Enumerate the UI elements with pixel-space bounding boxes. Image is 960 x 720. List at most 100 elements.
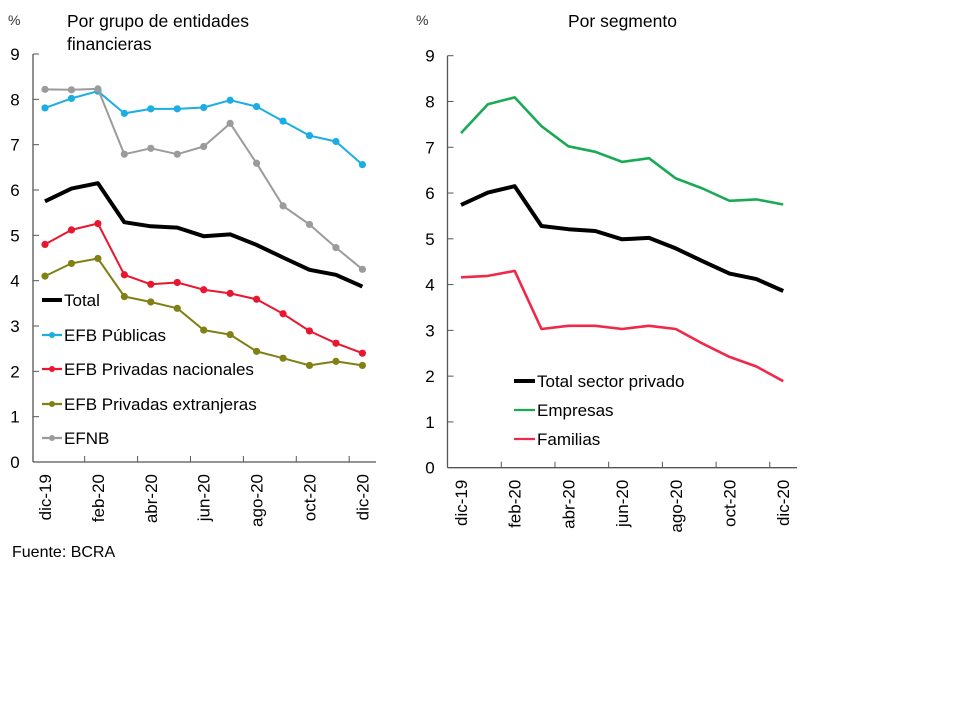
legend-item-familias: Familias — [514, 430, 600, 449]
data-point — [67, 259, 76, 268]
data-point — [94, 85, 102, 93]
source-note: Fuente: BCRA — [12, 544, 115, 561]
y-tick-label: 4 — [425, 276, 434, 295]
data-point — [305, 327, 314, 335]
data-point — [332, 339, 340, 347]
data-point — [200, 286, 208, 294]
x-tick-label: feb-20 — [89, 474, 108, 522]
data-point — [226, 331, 234, 339]
data-point — [358, 161, 366, 169]
legend-item-empresas: Empresas — [514, 401, 614, 420]
data-point — [41, 85, 49, 93]
legend-item-efnb: EFNB — [42, 429, 109, 448]
x-tick-label: ago-20 — [248, 474, 267, 527]
data-point — [147, 144, 155, 152]
y-unit-label: % — [416, 12, 428, 28]
series-efb-publicas — [41, 87, 366, 169]
x-tick-label: jun-20 — [613, 480, 632, 528]
y-tick-label: 5 — [425, 230, 434, 249]
y-tick-label: 4 — [10, 272, 19, 291]
x-tick-label: jun-20 — [195, 474, 214, 522]
legend-label: EFB Privadas extranjeras — [64, 395, 257, 414]
x-tick-label: oct-20 — [301, 474, 320, 521]
series-line — [460, 184, 785, 293]
axes: 0 1 2 3 4 5 6 7 8 9 dic-19 feb-20 abr-20 jun-20 ago-20… — [425, 47, 797, 533]
series-efnb — [41, 85, 366, 273]
legend-item-efb-privadas-nacionales: EFB Privadas nacionales — [42, 360, 254, 379]
y-tick-label: 2 — [425, 367, 434, 386]
legend-marker — [49, 332, 55, 338]
data-point — [253, 347, 261, 355]
series-line — [44, 257, 363, 367]
legend-marker — [49, 401, 55, 407]
data-point — [173, 150, 181, 158]
data-point — [305, 132, 314, 140]
y-tick-label: 6 — [10, 181, 19, 200]
y-tick-label: 9 — [10, 45, 19, 64]
data-point — [358, 349, 366, 357]
data-point — [67, 86, 76, 94]
x-tick-label: ago-20 — [667, 480, 686, 533]
data-point — [358, 265, 366, 273]
legend-label: Total — [64, 291, 100, 310]
data-point — [332, 137, 340, 146]
x-tick-label: feb-20 — [506, 480, 525, 528]
y-unit-label: % — [8, 12, 20, 28]
chart-title: Por segmento — [568, 11, 677, 31]
series-total — [44, 181, 364, 289]
data-point — [120, 150, 128, 158]
legend-label: EFNB — [64, 429, 109, 448]
series-line — [460, 96, 784, 206]
data-point — [226, 289, 234, 297]
x-tick-label: dic-20 — [353, 474, 372, 520]
axes: 0 1 2 3 4 5 6 7 8 9 dic-19 feb-20 abr-20 jun-20 ago-20… — [10, 45, 376, 527]
series-line — [44, 90, 364, 166]
data-point — [120, 271, 128, 279]
series-empresas — [460, 96, 784, 206]
y-tick-label: 6 — [425, 184, 434, 203]
data-point — [147, 298, 155, 306]
y-tick-label: 1 — [425, 413, 434, 432]
data-point — [200, 103, 208, 112]
data-point — [279, 354, 287, 362]
y-tick-label: 0 — [425, 459, 434, 478]
chart-title-line-2: financieras — [67, 34, 152, 54]
legend-marker — [49, 366, 55, 372]
data-point — [120, 292, 128, 301]
y-tick-label: 5 — [10, 226, 19, 245]
data-point — [41, 272, 49, 280]
y-tick-label: 2 — [10, 362, 19, 381]
data-point — [94, 219, 102, 228]
y-tick-label: 7 — [425, 138, 434, 157]
legend-item-efb-privadas-extranjeras: EFB Privadas extranjeras — [42, 395, 257, 414]
data-point — [332, 243, 340, 252]
legend-label: Empresas — [537, 401, 614, 420]
data-point — [200, 326, 208, 334]
legend: Total sector privado Empresas Familias — [514, 372, 684, 449]
legend-label: Familias — [537, 430, 600, 449]
data-point — [94, 254, 102, 263]
legend-item-efb-publicas: EFB Públicas — [42, 326, 166, 345]
data-point — [147, 105, 155, 113]
data-point — [67, 226, 76, 234]
series-line — [460, 269, 784, 383]
data-point — [305, 220, 314, 229]
y-tick-label: 0 — [10, 453, 19, 472]
x-tick-label: abr-20 — [559, 480, 578, 529]
legend-item-total: Total — [42, 291, 100, 310]
chart-by-entity-group: % Por grupo de entidades financieras 0 1 2… — [8, 11, 376, 527]
data-point — [173, 304, 181, 312]
chart-by-segment: % Por segmento 0 1 2 3 4 5 6 7 8 9 dic-19 feb-20 abr… — [416, 11, 797, 533]
legend-item-total-sector-privado: Total sector privado — [514, 372, 684, 391]
data-point — [226, 119, 234, 127]
y-tick-label: 8 — [10, 90, 19, 109]
data-point — [253, 159, 261, 167]
data-point — [279, 117, 287, 125]
x-tick-label: dic-19 — [452, 480, 471, 526]
series-familias — [460, 269, 784, 383]
series-total-sector-privado — [460, 184, 785, 293]
data-point — [41, 240, 49, 248]
data-point — [253, 102, 261, 111]
legend-label: Total sector privado — [537, 372, 684, 391]
